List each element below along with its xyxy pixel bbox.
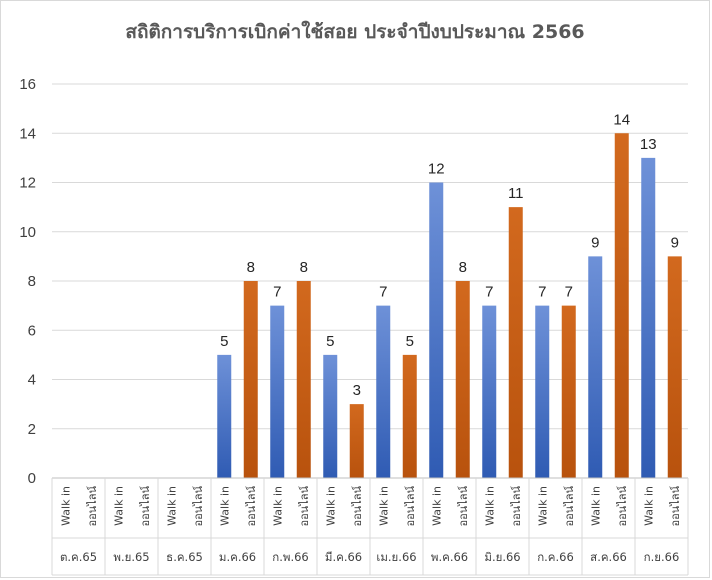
x-subcategory-label: Walk in [430, 486, 443, 526]
bar [402, 354, 417, 478]
x-category-label: เม.ย.66 [376, 550, 416, 564]
data-label: 8 [459, 259, 467, 276]
bar [296, 281, 311, 478]
data-label: 5 [220, 333, 228, 350]
x-subcategory-label: Walk in [271, 486, 284, 526]
x-category-label: ก.ย.66 [644, 550, 680, 564]
x-subcategory-label: Walk in [536, 486, 549, 526]
data-label: 7 [273, 284, 281, 301]
y-tick-label: 4 [28, 372, 36, 389]
x-category-label: ก.ค.66 [537, 550, 574, 564]
bar [455, 281, 470, 478]
bar [323, 354, 338, 478]
x-category-label: พ.ค.66 [431, 550, 468, 564]
data-label: 9 [671, 234, 679, 251]
bar [270, 305, 285, 478]
x-subcategory-label: ออนไลน์ [351, 486, 364, 527]
data-label: 8 [300, 259, 308, 276]
bar [217, 354, 232, 478]
x-category-label: ก.พ.66 [272, 550, 309, 564]
y-tick-label: 14 [19, 125, 36, 142]
data-label: 9 [591, 234, 599, 251]
x-subcategory-label: ออนไลน์ [616, 486, 629, 527]
bar [482, 305, 497, 478]
bar [614, 133, 629, 478]
data-label: 14 [613, 111, 630, 128]
x-category-label: ส.ค.66 [590, 550, 627, 564]
bar [588, 256, 603, 478]
x-subcategory-label: Walk in [483, 486, 496, 526]
x-category-label: มิ.ย.66 [484, 550, 520, 564]
bar [349, 404, 364, 478]
x-subcategory-label: Walk in [589, 486, 602, 526]
y-tick-label: 12 [19, 175, 36, 192]
x-subcategory-label: ออนไลน์ [457, 486, 470, 527]
bar [508, 207, 523, 478]
bar [429, 182, 444, 478]
y-tick-label: 0 [28, 470, 36, 487]
x-subcategory-label: ออนไลน์ [563, 486, 576, 527]
y-tick-label: 6 [28, 322, 36, 339]
x-subcategory-label: ออนไลน์ [669, 486, 682, 527]
x-subcategory-label: Walk in [59, 486, 72, 526]
bars [217, 133, 682, 478]
x-subcategory-label: Walk in [642, 486, 655, 526]
x-category-label: ม.ค.66 [219, 550, 256, 564]
x-subcategory-label: ออนไลน์ [245, 486, 258, 527]
x-category-label: พ.ย.65 [113, 550, 149, 564]
x-subcategory-label: Walk in [377, 486, 390, 526]
bar [376, 305, 391, 478]
data-label: 5 [406, 333, 414, 350]
data-label: 5 [326, 333, 334, 350]
bar [561, 305, 576, 478]
bar [667, 256, 682, 478]
data-label: 7 [485, 284, 493, 301]
data-label: 7 [538, 284, 546, 301]
y-tick-label: 16 [19, 76, 36, 93]
data-label: 3 [353, 382, 361, 399]
x-category-label: ธ.ค.65 [166, 550, 203, 564]
data-label: 7 [379, 284, 387, 301]
chart-title: สถิติการบริการเบิกค่าใช้สอย ประจำปีงบประ… [125, 20, 584, 43]
data-label: 8 [247, 259, 255, 276]
x-subcategory-label: ออนไลน์ [404, 486, 417, 527]
data-label: 13 [640, 136, 657, 153]
bar [243, 281, 258, 478]
data-label: 7 [565, 284, 573, 301]
x-category-label: ต.ค.65 [60, 550, 97, 564]
x-subcategory-label: ออนไลน์ [298, 486, 311, 527]
x-subcategory-label: ออนไลน์ [510, 486, 523, 527]
data-labels: 5 7 5 7 12 7 7 9 13 8 8 3 5 8 11 7 14 9 [220, 111, 679, 399]
x-subcategory-label: ออนไลน์ [139, 486, 152, 527]
x-category-label: มี.ค.66 [325, 550, 362, 564]
x-subcategory-label: ออนไลน์ [86, 486, 99, 527]
bar [641, 157, 656, 478]
y-tick-label: 8 [28, 273, 36, 290]
x-subcategory-label: ออนไลน์ [192, 486, 205, 527]
x-axis: Walk in ออนไลน์ต.ค.65 Walk in ออนไลน์พ.ย.65… [51, 477, 689, 576]
bar [535, 305, 550, 478]
x-subcategory-label: Walk in [112, 486, 125, 526]
x-subcategory-label: Walk in [324, 486, 337, 526]
x-subcategory-label: Walk in [165, 486, 178, 526]
data-label: 12 [428, 161, 445, 178]
y-tick-label: 10 [19, 224, 36, 241]
y-tick-label: 2 [28, 421, 36, 438]
data-label: 11 [508, 185, 524, 202]
x-subcategory-label: Walk in [218, 486, 231, 526]
